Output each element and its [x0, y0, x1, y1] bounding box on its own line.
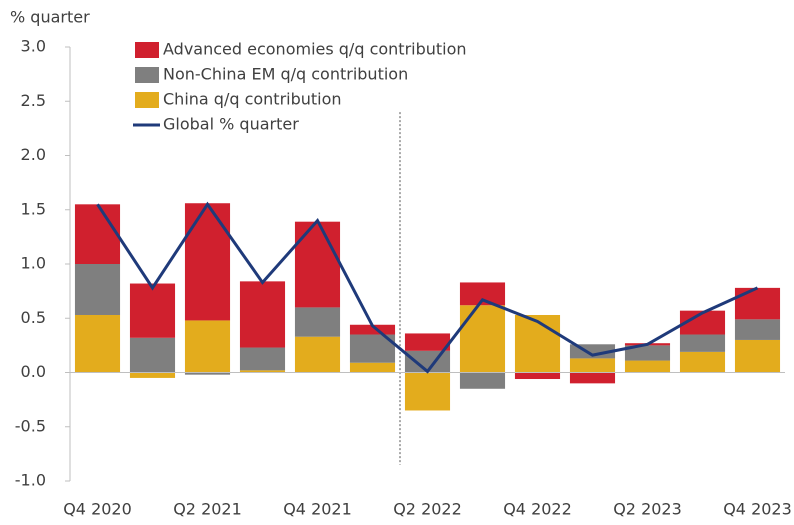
y-tick-label: 0.0	[21, 362, 46, 381]
bar	[294, 221, 341, 308]
bar	[294, 307, 341, 337]
bar	[569, 358, 616, 373]
legend-swatch	[135, 67, 159, 83]
bar	[184, 372, 231, 375]
bar	[569, 372, 616, 384]
bar	[184, 320, 231, 373]
x-tick-label: Q4 2021	[283, 500, 352, 519]
y-tick-label: 2.5	[21, 91, 46, 110]
y-tick-label: 2.0	[21, 145, 46, 164]
y-axis-label: % quarter	[10, 8, 90, 27]
bar	[294, 336, 341, 373]
x-tick-label: Q2 2023	[613, 500, 682, 519]
legend-label: Advanced economies q/q contribution	[163, 40, 467, 59]
bar	[514, 372, 561, 380]
legend-label: Global % quarter	[163, 115, 299, 134]
legend-swatch	[135, 92, 159, 108]
bar	[679, 310, 726, 335]
y-tick-label: 3.0	[21, 37, 46, 56]
legend-swatch	[135, 42, 159, 58]
bar	[624, 345, 671, 361]
bar	[459, 372, 506, 389]
bar	[404, 372, 451, 411]
bar	[129, 283, 176, 338]
y-tick-label: 0.5	[21, 308, 46, 327]
bar	[74, 204, 121, 264]
bar	[624, 360, 671, 373]
bar	[74, 314, 121, 373]
bar	[734, 319, 781, 340]
x-tick-label: Q2 2022	[393, 500, 462, 519]
bar	[129, 337, 176, 373]
legend-label: Non-China EM q/q contribution	[163, 65, 408, 84]
bar	[184, 203, 231, 321]
bar	[129, 372, 176, 378]
bar	[239, 347, 286, 371]
bar	[514, 314, 561, 373]
bar	[734, 339, 781, 373]
bar	[734, 287, 781, 320]
x-tick-label: Q2 2021	[173, 500, 242, 519]
line	[96, 201, 759, 374]
bar	[349, 324, 396, 335]
x-tick-label: Q4 2023	[723, 500, 792, 519]
legend-label: China q/q contribution	[163, 90, 342, 109]
bar	[239, 370, 286, 373]
bar	[459, 305, 506, 373]
bar	[74, 264, 121, 315]
bar	[459, 282, 506, 306]
y-tick-label: -0.5	[15, 416, 46, 435]
bar	[349, 362, 396, 373]
bar	[679, 334, 726, 352]
y-tick-label: 1.0	[21, 254, 46, 273]
bar	[679, 351, 726, 373]
x-tick-label: Q4 2022	[503, 500, 572, 519]
y-tick-label: 1.5	[21, 199, 46, 218]
y-tick-label: -1.0	[15, 471, 46, 490]
bar	[239, 281, 286, 348]
bar	[404, 333, 451, 351]
x-tick-label: Q4 2020	[63, 500, 132, 519]
